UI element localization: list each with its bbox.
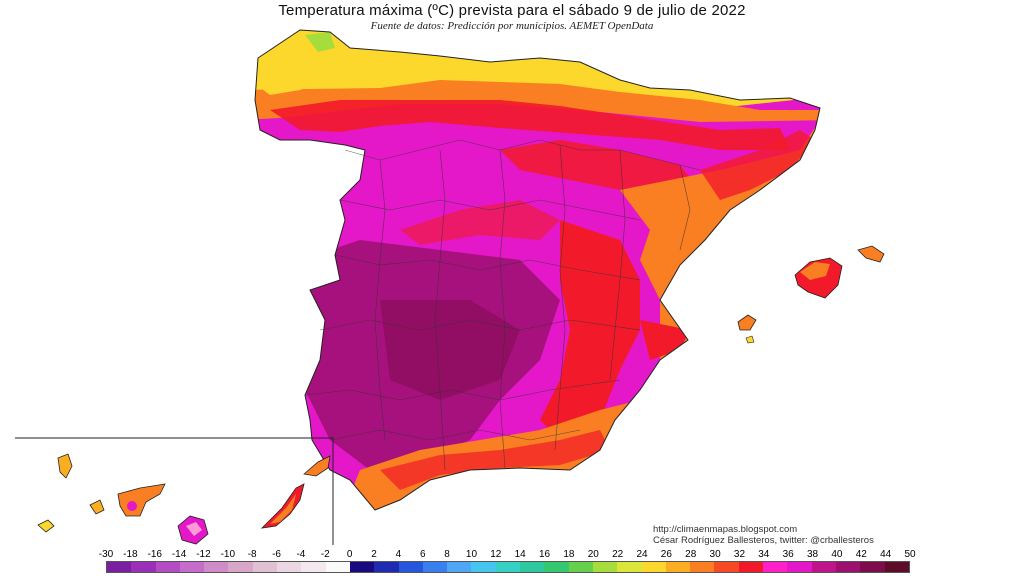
legend-label: 20 — [587, 549, 599, 560]
legend-label: -8 — [247, 549, 257, 560]
legend-swatch — [811, 562, 836, 572]
legend-swatch — [349, 562, 375, 572]
legend-swatch — [107, 562, 132, 572]
fuerteventura — [260, 483, 305, 529]
legend-label: 8 — [444, 549, 450, 560]
legend-swatch — [787, 562, 812, 572]
legend-label: 44 — [880, 549, 892, 560]
legend-swatch — [714, 562, 739, 572]
map-title: Temperatura máxima (ºC) prevista para el… — [278, 2, 746, 19]
legend-swatch — [325, 562, 350, 572]
legend-swatch — [179, 562, 205, 572]
legend-label: -14 — [171, 549, 187, 560]
legend-label: 6 — [419, 549, 426, 560]
legend-label: -4 — [296, 549, 306, 560]
legend-swatch — [447, 562, 472, 572]
legend-label: 40 — [831, 549, 843, 560]
legend-swatch — [398, 562, 423, 572]
balearic-islands — [737, 245, 885, 344]
legend-label: 0 — [346, 549, 353, 560]
lanzarote — [303, 455, 331, 477]
legend-label: 12 — [490, 549, 502, 560]
legend-swatch — [690, 562, 715, 572]
la-palma — [57, 453, 73, 479]
la-gomera — [89, 499, 105, 515]
legend-swatch — [592, 562, 618, 572]
ibiza — [737, 314, 757, 331]
legend-swatch — [860, 562, 885, 572]
legend-swatch — [568, 562, 593, 572]
formentera — [745, 335, 755, 344]
canary-inset — [15, 437, 334, 545]
legend-swatch — [835, 562, 861, 572]
legend-label: 18 — [563, 549, 575, 560]
legend-label: -2 — [320, 549, 330, 560]
legend-label: 16 — [538, 549, 551, 560]
legend-swatch — [155, 562, 180, 572]
legend-label: -30 — [98, 549, 114, 560]
legend-label: 24 — [636, 549, 648, 560]
legend-swatch — [422, 562, 448, 572]
legend-label: 26 — [660, 549, 672, 560]
legend-label: 42 — [855, 549, 867, 560]
legend-swatch — [471, 562, 496, 572]
legend-swatch — [495, 562, 521, 572]
legend-swatch — [204, 562, 229, 572]
credits-author: César Rodríguez Ballesteros, twitter: @c… — [653, 535, 874, 546]
legend-label: -12 — [196, 549, 211, 560]
legend-swatch — [301, 562, 326, 572]
province-borders — [304, 139, 701, 471]
map-subtitle: Fuente de datos: Predicción por municipi… — [370, 20, 654, 32]
legend-swatch — [131, 562, 156, 572]
legend-label: 14 — [514, 549, 526, 560]
legend-swatch — [763, 562, 788, 572]
legend-label: 38 — [806, 549, 819, 560]
menorca — [857, 245, 885, 263]
color-legend — [106, 561, 910, 573]
legend-swatch — [277, 562, 302, 572]
legend-label: -10 — [220, 549, 236, 560]
tenerife — [117, 483, 166, 517]
legend-label: 50 — [904, 549, 916, 560]
peninsula — [255, 30, 820, 510]
legend-labels: -30 -18 -16 -14 -12 -10 -8 -6 -4 -2 0 2 4 6 8 10 12 14 16 1… — [99, 549, 916, 561]
legend-label: 10 — [465, 549, 478, 560]
legend-label: 22 — [612, 549, 624, 560]
legend-label: 36 — [782, 549, 794, 560]
legend-label: -18 — [123, 549, 138, 560]
legend-swatch — [738, 562, 764, 572]
legend-label: 4 — [395, 549, 402, 560]
legend-swatch — [544, 562, 569, 572]
legend-swatch — [884, 562, 909, 572]
credits: http://climaenmapas.blogspot.com César R… — [653, 524, 874, 546]
legend-swatch — [374, 562, 399, 572]
legend-label: 28 — [685, 549, 697, 560]
legend-label: -16 — [147, 549, 162, 560]
legend-label: 30 — [709, 549, 721, 560]
legend-swatch — [617, 562, 642, 572]
legend-swatch — [252, 562, 278, 572]
el-hierro — [37, 519, 55, 533]
legend-label: 34 — [758, 549, 770, 560]
legend-label: -6 — [272, 549, 281, 560]
peninsula-outline — [254, 29, 821, 511]
legend-swatch — [641, 562, 666, 572]
legend-swatch — [665, 562, 691, 572]
legend-swatch — [228, 562, 253, 572]
credits-url: http://climaenmapas.blogspot.com — [653, 524, 798, 535]
legend-label: 32 — [733, 549, 746, 560]
legend-label: 2 — [371, 549, 377, 560]
legend-swatch — [520, 562, 545, 572]
